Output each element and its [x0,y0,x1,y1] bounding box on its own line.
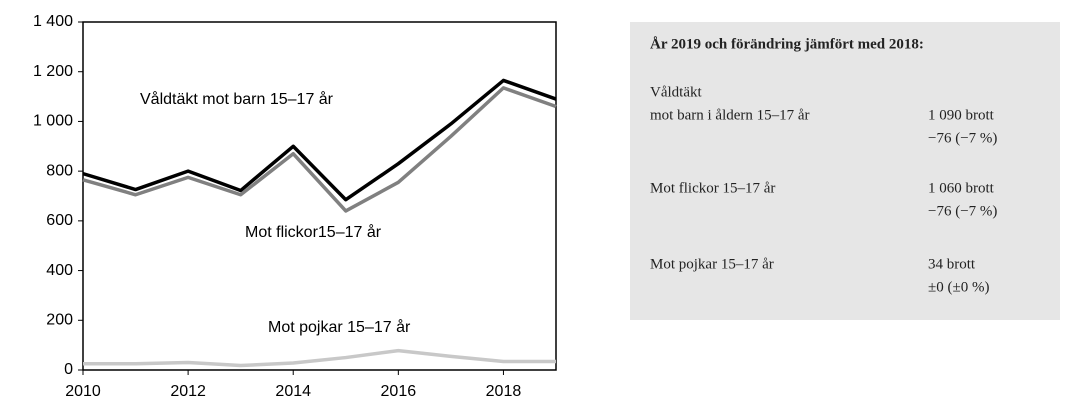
x-tick-label: 2014 [275,383,311,400]
x-tick-label: 2012 [170,383,206,400]
info-value: 34 brott [928,256,976,272]
info-value: −76 (−7 %) [928,203,997,219]
y-tick-label: 0 [64,361,73,378]
info-value: 1 090 brott [928,107,995,123]
info-label: Våldtäkt [650,84,702,100]
info-label: Mot pojkar 15–17 år [650,256,774,272]
y-tick-label: 1 000 [33,113,73,130]
plot-frame [82,21,557,371]
info-label: mot barn i åldern 15–17 år [650,107,810,123]
info-value: 1 060 brott [928,180,995,196]
y-tick-label: 200 [46,312,73,329]
series-label: Våldtäkt mot barn 15–17 år [140,90,334,108]
y-tick-label: 400 [46,262,73,279]
info-label: Mot flickor 15–17 år [650,180,775,196]
info-box [630,22,1060,320]
y-tick-label: 800 [46,162,73,179]
y-tick-label: 1 400 [33,13,73,30]
series-label: Mot flickor15–17 år [245,223,382,241]
series-line [82,86,557,213]
info-title: År 2019 och förändring jämfört med 2018: [650,36,924,52]
x-tick-label: 2018 [486,383,522,400]
x-tick-label: 2016 [381,383,417,400]
x-tick-label: 2010 [65,383,101,400]
info-value: ±0 (±0 %) [928,279,989,295]
series-line [83,348,556,368]
series-label: Mot pojkar 15–17 år [268,318,411,336]
y-tick-label: 600 [46,212,73,229]
info-value: −76 (−7 %) [928,130,997,146]
series-line [82,78,557,202]
y-tick-label: 1 200 [33,63,73,80]
